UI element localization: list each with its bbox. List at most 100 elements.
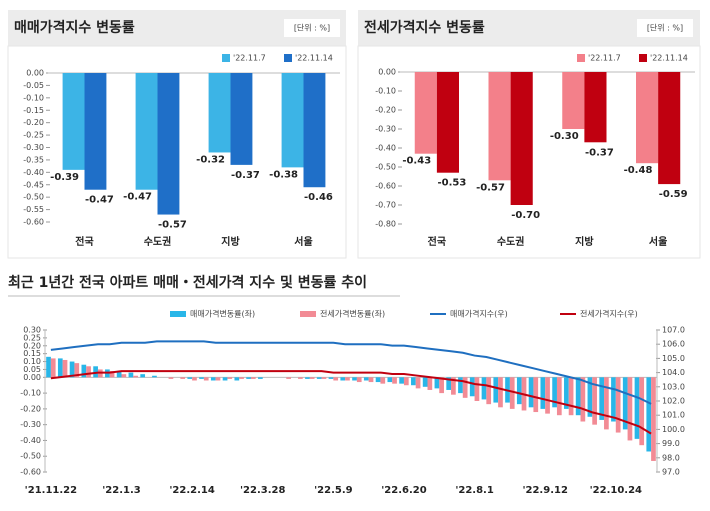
- bar: [481, 377, 487, 400]
- bar: [540, 377, 546, 409]
- x-tick-label: '22.2.14: [169, 485, 214, 496]
- data-label: -0.43: [402, 156, 431, 167]
- y-tick-label: -0.30: [20, 420, 41, 429]
- bar: [575, 377, 581, 416]
- bar: [340, 377, 346, 381]
- bar: [486, 377, 492, 405]
- bar: [587, 377, 593, 417]
- legend-label: 전세가격지수(우): [580, 309, 638, 319]
- bar: [427, 377, 433, 390]
- data-label: -0.53: [438, 178, 467, 189]
- y-tick-label: 106.0: [662, 340, 685, 349]
- x-tick-label: '21.11.22: [25, 485, 77, 496]
- index-line: [50, 340, 652, 405]
- x-tick-label: 서울: [294, 235, 312, 248]
- bar: [116, 371, 122, 378]
- bar: [651, 377, 656, 461]
- index-line: [50, 370, 652, 435]
- y-tick-label: -0.50: [23, 193, 44, 202]
- y-tick-label: 107.0: [662, 326, 685, 335]
- bar: [604, 377, 609, 430]
- data-label: -0.59: [659, 189, 688, 200]
- y-tick-label: -0.10: [375, 87, 396, 96]
- legend-label: '22.11.14: [650, 54, 688, 63]
- bar: [298, 377, 303, 379]
- y-tick-label: -0.05: [23, 81, 44, 90]
- bar: [168, 377, 174, 379]
- x-tick-label: 지방: [221, 235, 240, 248]
- data-label: -0.47: [85, 195, 114, 206]
- y-tick-label: -0.40: [375, 144, 396, 153]
- y-tick-label: -0.45: [23, 180, 44, 189]
- bar: [584, 72, 607, 143]
- x-tick-label: '22.5.9: [314, 485, 353, 496]
- bar: [50, 358, 56, 378]
- bar: [599, 377, 605, 420]
- data-label: -0.37: [585, 147, 614, 158]
- data-label: -0.38: [269, 169, 298, 180]
- bar: [411, 377, 416, 386]
- bar: [208, 73, 231, 153]
- bar: [333, 377, 339, 381]
- bar: [74, 363, 80, 378]
- y-tick-label: -0.50: [375, 163, 396, 172]
- bar: [57, 358, 63, 378]
- y-tick-label: -0.30: [375, 125, 396, 134]
- data-label: -0.57: [476, 182, 505, 193]
- bar: [356, 377, 362, 383]
- bar: [93, 366, 98, 378]
- y-tick-label: 0.30: [23, 326, 41, 335]
- bar: [439, 377, 444, 394]
- bar: [646, 377, 652, 452]
- bar: [627, 377, 633, 441]
- bar: [528, 377, 534, 408]
- bar: [316, 377, 322, 379]
- bar: [493, 377, 499, 403]
- bar: [234, 377, 240, 381]
- bar: [469, 377, 475, 397]
- bar: [281, 73, 304, 168]
- bar: [474, 377, 480, 401]
- y-tick-label: -0.20: [23, 118, 44, 127]
- bar: [446, 377, 452, 390]
- bar: [239, 377, 244, 379]
- bar: [250, 377, 256, 379]
- y-tick-label: -0.30: [23, 143, 44, 152]
- y-tick-label: -0.55: [23, 205, 44, 214]
- bar: [192, 377, 197, 381]
- bar: [580, 377, 586, 422]
- bar: [387, 377, 393, 383]
- bar: [380, 377, 386, 384]
- y-tick-label: -0.80: [375, 220, 396, 229]
- bar: [488, 72, 511, 181]
- x-tick-label: '22.8.1: [455, 485, 494, 496]
- y-tick-label: 99.0: [662, 439, 680, 448]
- data-label: -0.37: [231, 170, 260, 181]
- y-tick-label: 100.0: [662, 425, 685, 434]
- bar: [562, 72, 585, 129]
- bar: [187, 377, 193, 379]
- legend-label: 전세가격변동률(좌): [320, 309, 385, 319]
- bar: [458, 377, 463, 394]
- bar: [436, 72, 459, 173]
- bar: [215, 377, 221, 381]
- x-tick-label: 수도권: [144, 236, 172, 248]
- bar: [246, 377, 251, 379]
- y-tick-label: -0.35: [23, 155, 44, 164]
- bar: [611, 377, 616, 422]
- bar: [305, 377, 310, 379]
- bar: [564, 377, 569, 409]
- bar: [509, 377, 515, 409]
- bar: [615, 377, 621, 433]
- bar: [258, 377, 263, 379]
- bar: [516, 377, 522, 405]
- chart-title: 매매가격지수 변동률: [14, 19, 135, 36]
- x-tick-label: '22.1.3: [102, 485, 141, 496]
- y-tick-label: 97.0: [662, 468, 680, 477]
- y-tick-label: 0.25: [23, 333, 41, 342]
- x-tick-label: '22.9.12: [522, 485, 567, 496]
- bar: [133, 375, 138, 378]
- bar: [199, 377, 204, 379]
- y-tick-label: 105.0: [662, 354, 685, 363]
- bar: [328, 377, 334, 379]
